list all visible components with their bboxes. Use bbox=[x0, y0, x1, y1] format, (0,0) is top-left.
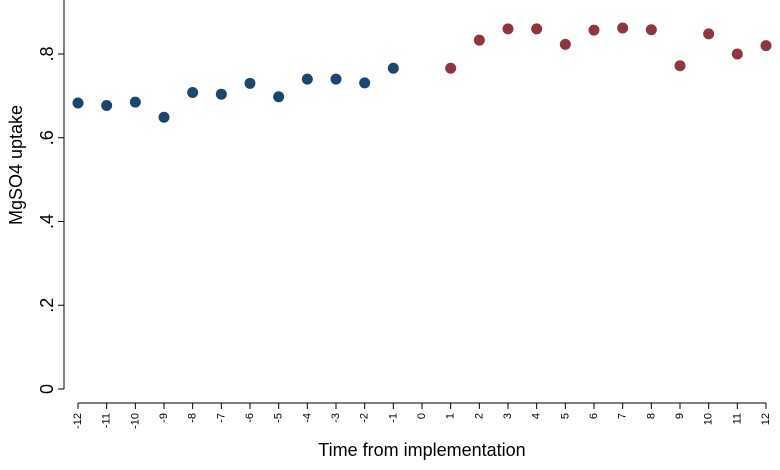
y-axis-title: MgSO4 uptake bbox=[6, 105, 26, 225]
x-tick-label: 4 bbox=[531, 413, 543, 419]
x-tick-label: 5 bbox=[559, 413, 571, 419]
pre-implementation-point bbox=[72, 97, 84, 109]
pre-implementation-point bbox=[301, 73, 313, 85]
pre-implementation-point bbox=[129, 96, 141, 108]
x-tick-label: -4 bbox=[301, 413, 313, 423]
x-tick-label: -1 bbox=[387, 413, 399, 423]
x-tick-label: 6 bbox=[588, 413, 600, 419]
x-tick-label: -11 bbox=[101, 413, 113, 428]
pre-implementation-point bbox=[330, 73, 342, 85]
pre-implementation-point bbox=[387, 62, 399, 74]
pre-implementation-point bbox=[215, 88, 227, 100]
pre-implementation-point bbox=[273, 91, 285, 103]
x-tick-label: -10 bbox=[129, 413, 141, 429]
pre-implementation-point bbox=[244, 77, 256, 89]
x-tick-label: 9 bbox=[674, 413, 686, 419]
y-tick-label: .6 bbox=[37, 130, 57, 145]
x-tick-label: -5 bbox=[273, 413, 285, 423]
post-implementation-point bbox=[645, 24, 657, 36]
x-tick-label: 3 bbox=[502, 413, 514, 419]
x-tick-label: 8 bbox=[645, 413, 657, 419]
post-implementation-point bbox=[502, 23, 514, 35]
post-implementation-point bbox=[703, 28, 715, 40]
x-tick-label: -2 bbox=[359, 413, 371, 423]
x-tick-label: -12 bbox=[72, 413, 84, 429]
x-tick-label: 2 bbox=[473, 413, 485, 419]
y-tick-label: .2 bbox=[37, 298, 57, 313]
x-tick-label: -3 bbox=[330, 413, 342, 423]
x-tick-label: 12 bbox=[760, 413, 772, 425]
x-tick-label: 1 bbox=[445, 413, 457, 419]
pre-implementation-point bbox=[187, 87, 199, 99]
x-tick-label: -6 bbox=[244, 413, 256, 423]
post-implementation-point bbox=[531, 23, 543, 35]
x-tick-label: 7 bbox=[617, 413, 629, 419]
x-tick-label: 11 bbox=[731, 413, 743, 424]
y-tick-label: .4 bbox=[37, 214, 57, 229]
data-points bbox=[72, 22, 772, 123]
x-tick-label: 0 bbox=[416, 413, 428, 419]
pre-implementation-point bbox=[359, 77, 371, 89]
post-implementation-point bbox=[445, 62, 457, 74]
pre-implementation-point bbox=[101, 100, 113, 112]
post-implementation-point bbox=[473, 34, 485, 46]
pre-implementation-point bbox=[158, 111, 170, 123]
post-implementation-point bbox=[731, 48, 743, 60]
y-axis: 0 .2 .4 .6 .8 bbox=[37, 0, 65, 394]
y-tick-label: 0 bbox=[37, 384, 57, 394]
post-implementation-point bbox=[588, 24, 600, 36]
post-implementation-point bbox=[617, 22, 629, 34]
x-axis-title: Time from implementation bbox=[318, 440, 525, 460]
x-axis: -12 -11 -10 -9 -8 -7 -6 -5 -4 -3 -2 -1 0 1 2 3 4 5 6 7 8 9 10 1… bbox=[72, 402, 772, 429]
y-tick-label: .8 bbox=[37, 46, 57, 61]
x-tick-label: -9 bbox=[158, 413, 170, 423]
post-implementation-point bbox=[559, 38, 571, 50]
post-implementation-point bbox=[674, 60, 686, 72]
post-implementation-point bbox=[760, 40, 772, 52]
x-tick-label: -7 bbox=[215, 413, 227, 423]
x-tick-label: 10 bbox=[703, 413, 715, 425]
x-tick-label: -8 bbox=[187, 413, 199, 423]
